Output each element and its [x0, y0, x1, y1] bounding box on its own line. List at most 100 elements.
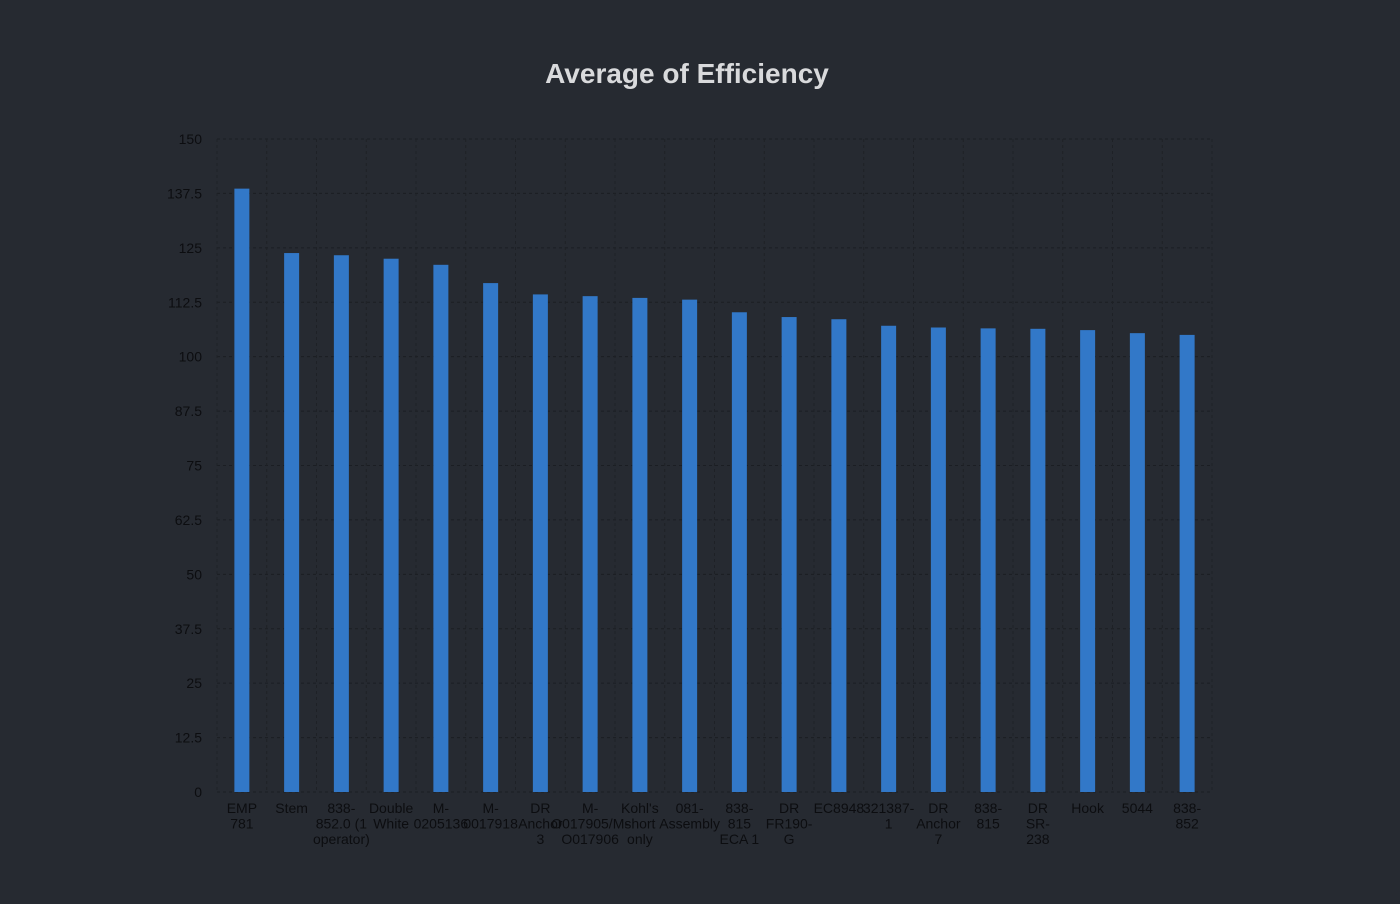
x-tick-label-line: Anchor	[916, 816, 961, 832]
bar	[582, 296, 598, 792]
x-tick-label-line: 321387-	[863, 800, 915, 816]
x-tick-label: 838-815 ECA 1	[720, 800, 760, 847]
x-tick-label-line: Double	[369, 800, 414, 816]
bar	[532, 294, 548, 792]
x-tick-label: Double White	[369, 800, 414, 832]
y-tick-label: 125	[179, 240, 203, 256]
bar	[980, 328, 996, 792]
x-tick-label-line: EMP	[227, 800, 257, 816]
x-tick-label-line: White	[373, 816, 409, 832]
x-tick-label-line: 815	[728, 816, 752, 832]
bar	[1030, 328, 1046, 792]
y-tick-label: 12.5	[175, 730, 202, 746]
x-tick-label-line: 5044	[1122, 800, 1153, 816]
bar	[1129, 333, 1145, 792]
x-tick-label-line: O017906	[561, 831, 619, 847]
x-tick-label-line: 838-	[1173, 800, 1201, 816]
x-tick-label: 5044	[1122, 800, 1153, 816]
bar	[1179, 334, 1195, 792]
bar	[781, 317, 797, 792]
x-tick-label-line: Hook	[1071, 800, 1105, 816]
y-tick-label: 75	[186, 458, 202, 474]
bar	[234, 188, 250, 793]
x-tick-label: M-O017905/M-O017906	[551, 800, 629, 847]
y-tick-label: 0	[194, 784, 202, 800]
x-tick-label-line: FR190-	[766, 816, 813, 832]
x-tick-label-line: DR	[928, 800, 948, 816]
bar	[383, 258, 399, 792]
x-tick-label-line: 781	[230, 816, 254, 832]
bar	[930, 327, 946, 792]
x-tick-label: DR Anchor 3	[518, 800, 563, 847]
x-tick-label-line: G	[784, 831, 795, 847]
x-tick-label: 321387-1	[863, 800, 915, 832]
x-tick-label: 838-852	[1173, 800, 1201, 832]
y-tick-label: 37.5	[175, 621, 202, 637]
x-tick-label-line: ECA 1	[720, 831, 760, 847]
x-tick-label: 081-Assembly	[659, 800, 720, 832]
x-tick-label: DR FR190-G	[766, 800, 813, 847]
x-tick-label: M-0205136	[414, 800, 469, 832]
x-tick-label-line: 081-	[676, 800, 704, 816]
x-tick-label-line: M-	[433, 800, 450, 816]
x-tick-label-line: 838-	[725, 800, 753, 816]
bar	[731, 312, 747, 792]
x-tick-label-line: Stem	[275, 800, 308, 816]
x-tick-label-line: 1	[885, 816, 893, 832]
bars	[234, 188, 1195, 793]
x-tick-label-line: Kohl's	[621, 800, 659, 816]
x-tick-label-line: Anchor	[518, 816, 563, 832]
x-tick-label-line: 0205136	[414, 816, 469, 832]
x-tick-label-line: 815	[976, 816, 1000, 832]
x-tick-label: EC8948	[814, 800, 865, 816]
bar	[483, 283, 499, 792]
x-tick-label-line: SR-	[1026, 816, 1050, 832]
x-tick-label-line: operator)	[313, 831, 370, 847]
y-tick-label: 150	[179, 131, 203, 147]
x-tick-label-line: DR	[1028, 800, 1048, 816]
x-tick-label-line: 852.0 (1	[316, 816, 368, 832]
bar	[881, 325, 897, 792]
bar	[831, 319, 847, 792]
x-tick-label-line: 838-	[327, 800, 355, 816]
bar	[682, 299, 698, 792]
y-tick-label: 50	[186, 566, 202, 582]
bar	[333, 255, 349, 792]
x-tick-label-line: DR	[530, 800, 550, 816]
x-tick-label: 838-815	[974, 800, 1002, 832]
x-tick-label: Kohl's short only	[621, 800, 659, 847]
x-tick-label-line: 3	[536, 831, 544, 847]
y-tick-label: 62.5	[175, 512, 202, 528]
y-tick-label: 100	[179, 349, 203, 365]
bar	[433, 264, 449, 792]
chart-title: Average of Efficiency	[545, 58, 829, 89]
y-tick-label: 137.5	[167, 185, 202, 201]
y-tick-label: 112.5	[168, 294, 202, 310]
x-tick-label-line: 0017918	[463, 816, 518, 832]
bar	[1080, 330, 1096, 792]
x-tick-label-line: EC8948	[814, 800, 865, 816]
x-tick-label-line: 852	[1175, 816, 1199, 832]
x-tick-label-line: M-	[582, 800, 599, 816]
x-tick-label: 838-852.0 (1 operator)	[313, 800, 370, 847]
x-tick-label: M-0017918	[463, 800, 518, 832]
x-tick-label-line: 838-	[974, 800, 1002, 816]
x-tick-label: DR SR-238	[1026, 800, 1050, 847]
x-tick-label-line: 238	[1026, 831, 1050, 847]
y-axis: 0 12.5 25 37.5 50 62.5 75 87.5 100 112.5 125 137.5 1…	[167, 131, 202, 800]
x-tick-label: DR Anchor 7	[916, 800, 961, 847]
x-tick-label: Stem	[275, 800, 308, 816]
y-tick-label: 25	[186, 675, 202, 691]
x-tick-label-line: M-	[482, 800, 499, 816]
x-tick-label-line: only	[627, 831, 653, 847]
x-tick-label-line: O017905/M-	[551, 816, 629, 832]
bar	[632, 297, 648, 792]
x-tick-label-line: 7	[934, 831, 942, 847]
x-tick-label: Hook	[1071, 800, 1105, 816]
y-tick-label: 87.5	[175, 403, 202, 419]
x-tick-label: EMP 781	[227, 800, 257, 832]
x-tick-label-line: Assembly	[659, 816, 720, 832]
